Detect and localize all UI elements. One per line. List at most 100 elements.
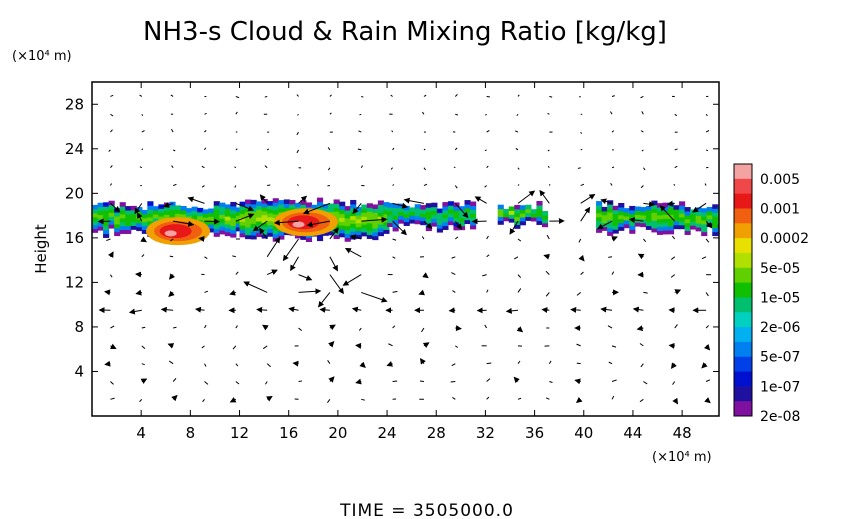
wind-arrow (422, 342, 430, 349)
colorbar-frame (733, 163, 753, 417)
wind-arrow (692, 202, 707, 213)
x-tick-label: 12 (230, 424, 249, 442)
cloud-cell (596, 208, 603, 214)
cloud-cell (392, 207, 399, 212)
wind-arrow (128, 308, 142, 315)
wind-arrow (611, 379, 617, 382)
cloud-cell (701, 208, 708, 213)
cloud-cell (125, 221, 132, 227)
cloud-cell (339, 205, 346, 211)
cloud-cell (618, 206, 625, 212)
cloud-cell (108, 212, 115, 217)
cloud-cell (508, 214, 515, 219)
cloud-cell (169, 213, 176, 218)
cloud-cell (447, 201, 455, 206)
cloud-cell (261, 199, 268, 204)
cloud-cell (230, 213, 237, 219)
cloud-cell (261, 206, 268, 212)
cloud-cell (267, 201, 274, 206)
cloud-cell (684, 226, 691, 232)
wind-arrow (580, 271, 584, 275)
plot-frame (91, 81, 720, 417)
wind-arrow (600, 198, 613, 205)
x-axis: 4 8 12 16 20 24 28 32 36 40 44 48 (136, 82, 692, 442)
cloud-cell (695, 226, 702, 232)
cloud-cell (136, 210, 143, 216)
cloud-cell (191, 206, 198, 212)
cloud-cell (629, 229, 636, 234)
cloud-cell (651, 220, 658, 225)
wind-arrow (139, 94, 143, 97)
wind-arrow (580, 206, 591, 222)
wind-arrow (172, 149, 176, 152)
wind-arrow (329, 274, 344, 295)
wind-arrow (517, 94, 520, 97)
cloud-cell (92, 224, 99, 229)
cloud-cell (272, 233, 279, 238)
cloud-cell (383, 206, 390, 211)
cloud-cell (366, 226, 373, 232)
wind-arrow (451, 272, 456, 276)
cloud-cell (256, 201, 263, 206)
cloud-cell (645, 225, 652, 230)
wind-arrow (288, 306, 299, 313)
wind-arrow (547, 165, 550, 169)
cloud-cell (202, 209, 209, 214)
cloud-cell (333, 207, 340, 212)
wind-arrow (517, 238, 522, 242)
cloud-cell (344, 237, 351, 242)
wind-arrow (392, 325, 396, 329)
cloud-cell (108, 216, 115, 221)
cloud-cell (300, 235, 307, 240)
cloud-cell (333, 234, 340, 240)
wind-arrow (104, 360, 111, 367)
cloud-cell (612, 225, 619, 230)
wind-arrow (516, 113, 519, 117)
wind-arrow (392, 184, 395, 186)
wind-arrow (640, 363, 644, 368)
cloud-cell (503, 212, 510, 218)
cloud-cell (447, 216, 455, 222)
cloud-cell (387, 206, 394, 212)
cloud-cell (470, 205, 477, 210)
colorbar-swatch (734, 238, 752, 254)
wind-arrow (421, 111, 425, 115)
wind-arrow (110, 274, 113, 278)
cloud-cell (333, 215, 340, 220)
cloud-cell (245, 199, 252, 205)
cloud-cell (219, 206, 226, 212)
colorbar-swatch (734, 223, 752, 239)
cloud-cell (656, 222, 664, 228)
cloud-cell (250, 203, 257, 209)
wind-arrow (265, 381, 268, 385)
cloud-cell (436, 208, 443, 214)
cloud-cell (514, 208, 521, 214)
cloud-cell (316, 205, 324, 210)
wind-arrow (262, 324, 269, 331)
cloud-cell (712, 204, 719, 209)
wind-arrow (342, 274, 362, 286)
colorbar-label: 5e-05 (760, 261, 800, 277)
wind-arrow (454, 147, 458, 151)
cloud-cell (618, 226, 625, 231)
cloud-cell (250, 215, 257, 220)
cloud-cell (497, 216, 504, 221)
cloud-cell (442, 221, 449, 227)
cloud-cell (420, 208, 427, 214)
cloud-cell (366, 203, 373, 208)
wind-arrow (705, 129, 710, 133)
wind-arrow (703, 344, 711, 351)
cloud-cell (114, 223, 121, 229)
cloud-cell (333, 211, 340, 216)
cloud-cell (344, 209, 351, 215)
wind-arrow (610, 182, 613, 186)
wind-arrow (141, 254, 145, 258)
cloud-cell (361, 231, 368, 237)
cloud-cell (130, 213, 137, 219)
wind-arrow (673, 183, 676, 186)
cloud-cell (328, 211, 335, 216)
cloud-cell (442, 202, 449, 207)
wind-arrow (455, 325, 462, 332)
cloud-cell (695, 222, 702, 228)
wind-arrow (516, 326, 524, 333)
